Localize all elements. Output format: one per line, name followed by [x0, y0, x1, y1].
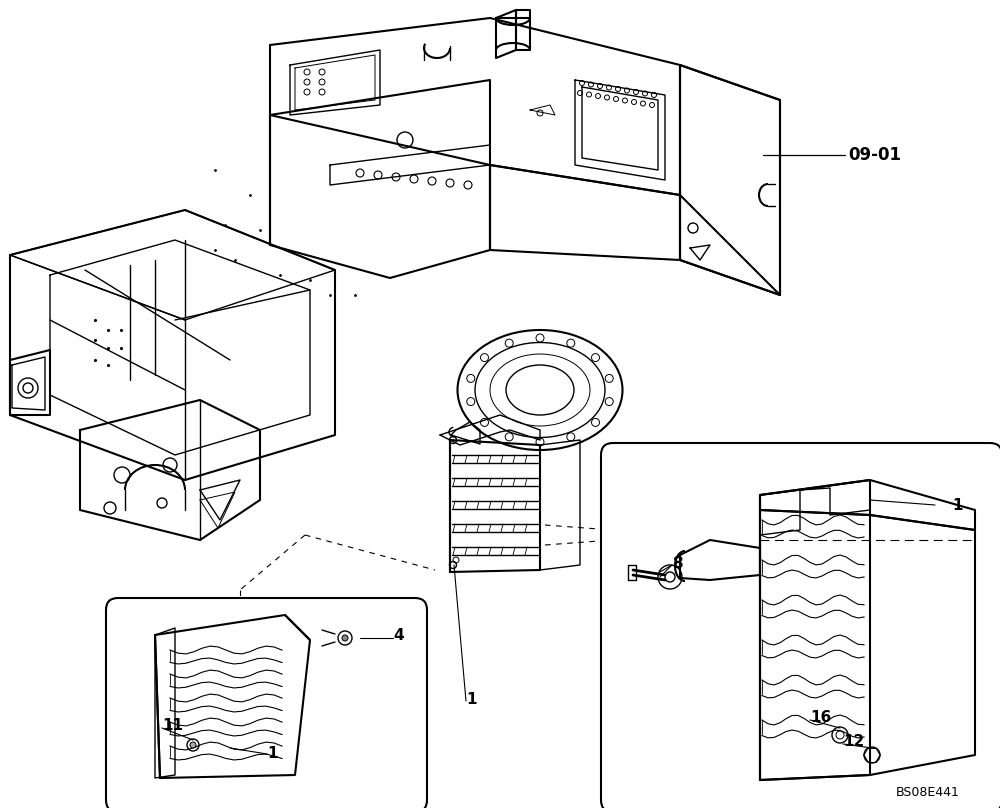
FancyBboxPatch shape: [601, 443, 1000, 808]
Text: 8: 8: [672, 556, 683, 570]
Circle shape: [190, 742, 196, 748]
Circle shape: [342, 635, 348, 641]
Text: 11: 11: [162, 718, 183, 734]
Text: 1: 1: [267, 747, 278, 761]
Text: 1: 1: [952, 498, 962, 512]
FancyBboxPatch shape: [106, 598, 427, 808]
Text: 16: 16: [810, 710, 831, 726]
Text: 1: 1: [466, 692, 477, 706]
Text: 09-01: 09-01: [848, 146, 901, 164]
Text: 4: 4: [393, 629, 404, 643]
Text: BS08E441: BS08E441: [896, 785, 960, 798]
Text: 12: 12: [843, 734, 864, 750]
